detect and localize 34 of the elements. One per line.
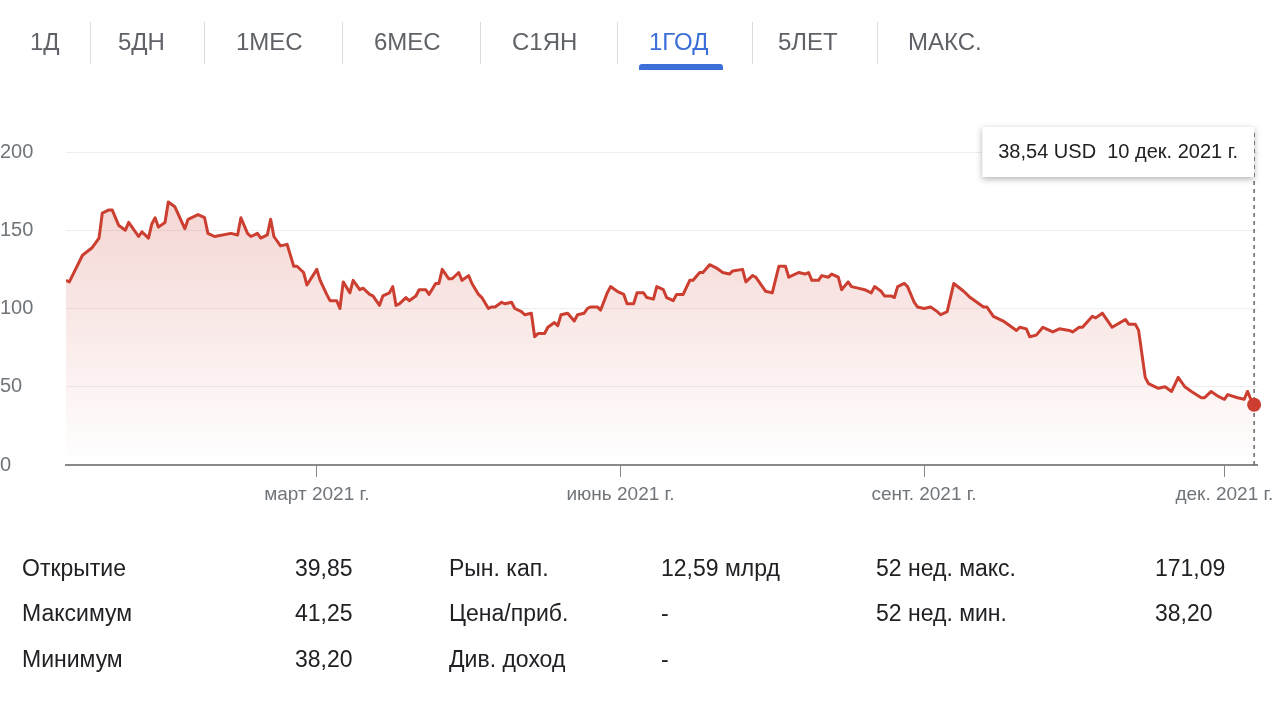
text: -: [661, 599, 669, 628]
x-tick-label: июнь 2021 г.: [566, 482, 675, 504]
text: Открытие: [22, 554, 126, 583]
text: 38,20: [295, 645, 353, 674]
text: 1ГОД: [649, 27, 709, 57]
y-tick-label: 200: [0, 139, 34, 162]
text: 12,59 млрд: [661, 554, 780, 583]
text: С1ЯН: [512, 27, 578, 57]
y-tick-label: 150: [0, 217, 34, 240]
text: Цена/приб.: [449, 599, 569, 628]
text: 6МЕС: [374, 27, 441, 57]
text: 5ЛЕТ: [778, 27, 838, 57]
text: 52 нед. макс.: [876, 554, 1016, 583]
x-tick-label: март 2021 г.: [264, 482, 370, 504]
text: Минимум: [22, 645, 123, 674]
y-tick-label: 50: [0, 374, 23, 397]
text: 52 нед. мин.: [876, 599, 1007, 628]
text: Див. доход: [449, 645, 566, 674]
text: МАКС.: [908, 27, 982, 57]
text: 5ДН: [118, 27, 165, 57]
y-tick-label: 0: [0, 452, 12, 475]
text: 38,20: [1155, 599, 1213, 628]
text: Рын. кап.: [449, 554, 549, 583]
text: 39,85: [295, 554, 353, 583]
text: -: [661, 645, 669, 674]
x-tick-label: сент. 2021 г.: [871, 482, 977, 504]
text: 171,09: [1155, 554, 1226, 583]
annotation: 38,54 USD 10 дек. 2021 г.: [998, 139, 1239, 162]
text: Максимум: [22, 599, 133, 628]
text: 1МЕС: [236, 27, 303, 57]
y-tick-label: 100: [0, 296, 34, 319]
text: 41,25: [295, 599, 353, 628]
x-tick-label: дек. 2021 г.: [1175, 482, 1274, 504]
text: 1Д: [30, 27, 60, 57]
